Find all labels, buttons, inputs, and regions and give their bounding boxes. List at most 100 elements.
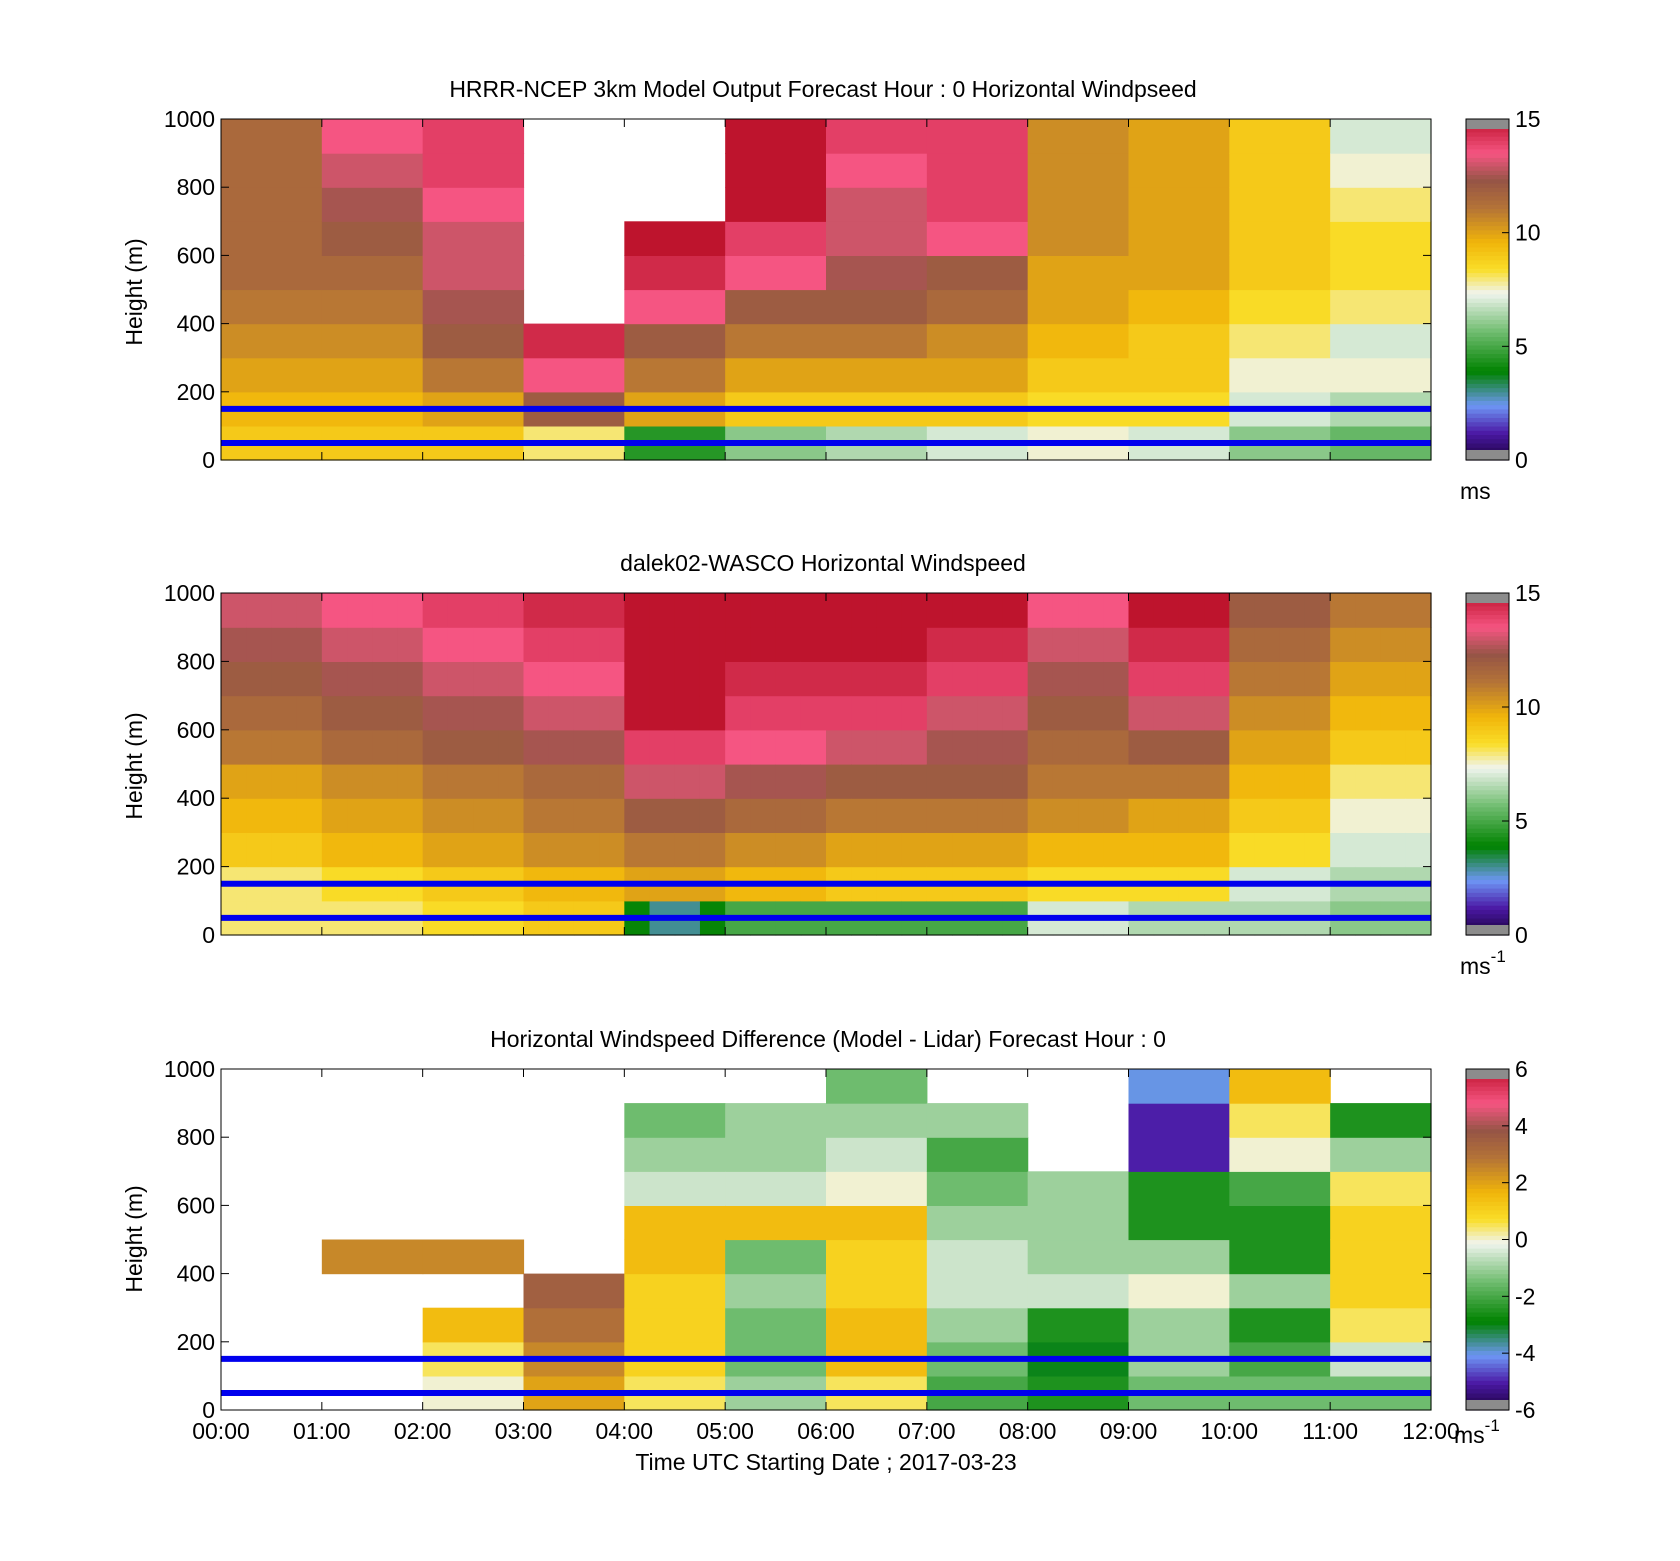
colorbar-segment bbox=[1466, 421, 1509, 427]
heatmap-cell bbox=[926, 255, 1029, 291]
colorbar-segment bbox=[1466, 1162, 1509, 1168]
colorbar-segment bbox=[1466, 1299, 1509, 1305]
heatmap-cell bbox=[1178, 627, 1205, 662]
heatmap-cell bbox=[926, 119, 1029, 154]
colorbar-segment bbox=[1466, 1397, 1509, 1403]
colorbar-segment bbox=[1466, 665, 1509, 671]
panel-difference-title: Horizontal Windspeed Difference (Model -… bbox=[490, 1026, 1166, 1052]
heatmap-cell bbox=[221, 187, 323, 222]
heatmap-cell bbox=[1254, 695, 1281, 731]
heatmap-cell bbox=[1330, 153, 1432, 188]
colorbar-tick-label: 10 bbox=[1515, 694, 1541, 720]
heatmap-cell bbox=[473, 729, 499, 765]
heatmap-cell bbox=[826, 832, 852, 868]
colorbar-segment bbox=[1466, 879, 1509, 885]
heatmap-cell bbox=[246, 832, 273, 868]
heatmap-cell bbox=[1103, 798, 1130, 833]
heatmap-cell bbox=[725, 1307, 827, 1343]
colorbar-segment bbox=[1466, 396, 1509, 401]
heatmap-cell bbox=[800, 832, 827, 868]
colorbar-tick-label: 4 bbox=[1515, 1113, 1528, 1139]
heatmap-cell bbox=[725, 764, 751, 799]
colorbar-segment bbox=[1466, 417, 1509, 423]
colorbar-segment bbox=[1466, 729, 1509, 735]
colorbar-segment bbox=[1466, 806, 1509, 812]
heatmap-cell bbox=[826, 1273, 928, 1309]
colorbar-segment bbox=[1466, 434, 1509, 440]
colorbar-segment bbox=[1466, 776, 1509, 782]
colorbar-segment bbox=[1466, 815, 1509, 821]
colorbar-segment bbox=[1466, 1388, 1509, 1394]
heatmap-cell bbox=[422, 187, 525, 222]
colorbar-segment bbox=[1466, 234, 1509, 239]
heatmap-cell bbox=[1078, 627, 1104, 662]
heatmap-cell bbox=[1178, 764, 1205, 799]
heatmap-cell bbox=[1330, 323, 1432, 359]
colorbar-segment bbox=[1466, 768, 1509, 774]
heatmap-cell bbox=[699, 729, 726, 765]
colorbar-segment bbox=[1466, 310, 1509, 316]
colorbar-segment bbox=[1466, 191, 1509, 197]
heatmap-cell bbox=[1128, 221, 1230, 256]
heatmap-cell bbox=[1052, 695, 1079, 731]
heatmap-cell bbox=[699, 798, 726, 833]
heatmap-cell bbox=[901, 627, 928, 662]
heatmap-cell bbox=[422, 729, 449, 765]
heatmap-cell bbox=[321, 187, 424, 222]
heatmap-cell bbox=[347, 661, 373, 697]
colorbar-segment bbox=[1466, 716, 1509, 722]
colorbar-segment bbox=[1466, 669, 1509, 675]
heatmap-cell bbox=[725, 357, 827, 393]
colorbar-segment bbox=[1466, 644, 1509, 650]
colorbar-segment bbox=[1466, 1209, 1509, 1215]
heatmap-cell bbox=[649, 627, 676, 662]
heatmap-cell bbox=[775, 798, 802, 833]
colorbar-segment bbox=[1466, 1273, 1509, 1279]
heatmap-cell bbox=[1405, 627, 1432, 662]
heatmap-cell bbox=[1027, 119, 1130, 154]
heatmap-cell bbox=[674, 729, 701, 765]
heatmap-cell bbox=[397, 593, 424, 628]
heatmap-cell bbox=[1103, 593, 1130, 628]
heatmap-cell bbox=[296, 832, 323, 868]
heatmap-cell bbox=[1128, 1137, 1230, 1172]
heatmap-cell bbox=[977, 729, 1004, 765]
colorbar-segment bbox=[1466, 1320, 1509, 1326]
heatmap-cell bbox=[926, 1103, 1029, 1138]
heatmap-cell bbox=[397, 798, 424, 833]
colorbar-segment bbox=[1466, 153, 1509, 158]
heatmap-cell bbox=[347, 729, 373, 765]
heatmap-cell bbox=[826, 593, 852, 628]
heatmap-cell bbox=[246, 729, 273, 765]
heatmap-cell bbox=[750, 593, 777, 628]
heatmap-cell bbox=[1229, 1069, 1331, 1104]
heatmap-cell bbox=[1380, 798, 1407, 833]
panel-lidar-y-axis: 0 200 400 600 800 1000 bbox=[164, 580, 1431, 948]
colorbar-segment bbox=[1466, 379, 1509, 384]
y-tick-label: 0 bbox=[202, 922, 215, 948]
heatmap-cell bbox=[624, 661, 651, 697]
colorbar-over bbox=[1466, 593, 1509, 603]
colorbar-segment bbox=[1466, 1324, 1509, 1330]
heatmap-cell bbox=[624, 729, 651, 765]
heatmap-cell bbox=[649, 832, 676, 868]
colorbar-segment bbox=[1466, 635, 1509, 641]
heatmap-cell bbox=[699, 832, 726, 868]
colorbar-segment bbox=[1466, 1077, 1509, 1083]
heatmap-cell bbox=[1052, 798, 1079, 833]
heatmap-cell bbox=[624, 323, 726, 359]
heatmap-cell bbox=[1279, 627, 1306, 662]
colorbar-segment bbox=[1466, 327, 1509, 333]
heatmap-cell bbox=[826, 1205, 928, 1241]
y-tick-label: 400 bbox=[177, 311, 215, 337]
colorbar-segment bbox=[1466, 1367, 1509, 1373]
heatmap-cell bbox=[1229, 1137, 1331, 1172]
heatmap-cell bbox=[548, 661, 575, 697]
heatmap-cell bbox=[1002, 729, 1029, 765]
colorbar-segment bbox=[1466, 430, 1509, 436]
heatmap-cell bbox=[1027, 695, 1054, 731]
colorbar-segment bbox=[1466, 751, 1509, 757]
colorbar-segment bbox=[1466, 1192, 1509, 1198]
heatmap-cell bbox=[1128, 1307, 1230, 1343]
